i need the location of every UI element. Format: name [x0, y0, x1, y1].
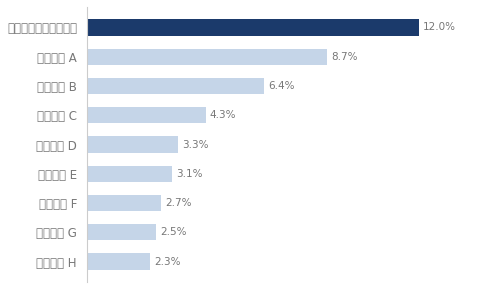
Text: 12.0%: 12.0% — [422, 23, 455, 32]
Bar — [86, 49, 327, 65]
Text: 3.3%: 3.3% — [182, 140, 208, 149]
Bar — [86, 107, 205, 123]
Bar — [86, 166, 172, 182]
Text: 8.7%: 8.7% — [331, 52, 357, 62]
Text: 2.3%: 2.3% — [154, 257, 180, 266]
Text: 6.4%: 6.4% — [267, 81, 294, 91]
Text: 3.1%: 3.1% — [176, 169, 203, 179]
Bar — [86, 195, 161, 211]
Text: 4.3%: 4.3% — [209, 110, 236, 120]
Bar — [86, 78, 263, 94]
Bar — [86, 19, 418, 36]
Text: 2.7%: 2.7% — [165, 198, 192, 208]
Bar — [86, 253, 150, 270]
Bar — [86, 224, 156, 240]
Text: 2.5%: 2.5% — [160, 227, 186, 237]
Bar — [86, 136, 178, 153]
